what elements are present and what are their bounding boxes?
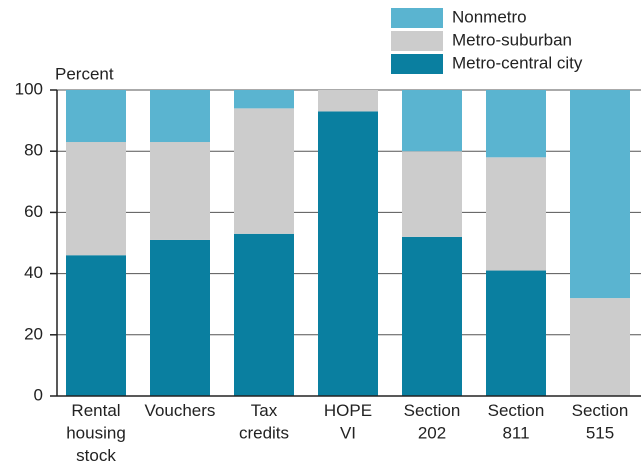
y-tick-label: 60 xyxy=(24,202,43,221)
bar-segment xyxy=(402,236,462,396)
bar-segment xyxy=(318,111,378,397)
y-tick-label: 80 xyxy=(24,141,43,160)
x-tick-label-line: stock xyxy=(76,446,116,465)
legend-label: Nonmetro xyxy=(452,7,527,26)
x-tick-label-line: housing xyxy=(66,424,126,443)
y-tick-label: 100 xyxy=(15,79,43,98)
x-tick-label-line: HOPE xyxy=(324,401,372,420)
bar-segment xyxy=(234,108,294,234)
x-tick-label: Tax credits xyxy=(239,401,289,443)
bar-segment xyxy=(570,298,630,396)
bar-segment xyxy=(66,255,126,396)
bar-segment xyxy=(150,142,210,240)
bar-segment xyxy=(66,90,126,143)
x-tick-label-line: Rental xyxy=(71,401,120,420)
bar-segment xyxy=(318,90,378,112)
y-tick-label: 20 xyxy=(24,324,43,343)
bar-segment xyxy=(486,270,546,396)
legend-swatch xyxy=(391,54,443,74)
bar-segment xyxy=(66,142,126,256)
x-tick-label-line: Tax xyxy=(251,401,278,420)
bar-segment xyxy=(234,90,294,109)
x-tick-label: Section 811 xyxy=(488,401,545,443)
x-tick-label-line: Section xyxy=(488,401,545,420)
x-tick-label-line: VI xyxy=(340,424,356,443)
x-tick-label: Rental housing stock xyxy=(66,401,126,465)
bar-segment xyxy=(402,90,462,152)
y-tick-label: 40 xyxy=(24,263,43,282)
x-tick-label-line: Vouchers xyxy=(145,401,216,420)
y-tick-label: 0 xyxy=(34,385,43,404)
x-tick-label: Vouchers xyxy=(145,401,216,420)
bar-segment xyxy=(486,157,546,271)
x-tick-label-line: Section xyxy=(404,401,461,420)
legend-label: Metro-suburban xyxy=(452,30,572,49)
x-tick-label: HOPE VI xyxy=(324,401,372,443)
x-tick-label-line: credits xyxy=(239,424,289,443)
x-tick-label-line: Section xyxy=(572,401,629,420)
legend-label: Metro-central city xyxy=(452,53,583,72)
x-tick-label: Section 202 xyxy=(404,401,461,443)
bar-segment xyxy=(402,151,462,237)
bar-segment xyxy=(570,90,630,299)
x-tick-label-line: 202 xyxy=(418,424,446,443)
bar-segment xyxy=(150,90,210,143)
x-tick-label: Section 515 xyxy=(572,401,629,443)
y-axis-label: Percent xyxy=(55,64,114,83)
x-tick-label-line: 811 xyxy=(502,424,529,443)
legend-swatch xyxy=(391,8,443,28)
bar-segment xyxy=(150,239,210,396)
bar-segment xyxy=(234,233,294,396)
bar-segment xyxy=(486,90,546,158)
legend-swatch xyxy=(391,31,443,51)
x-tick-label-line: 515 xyxy=(586,424,614,443)
